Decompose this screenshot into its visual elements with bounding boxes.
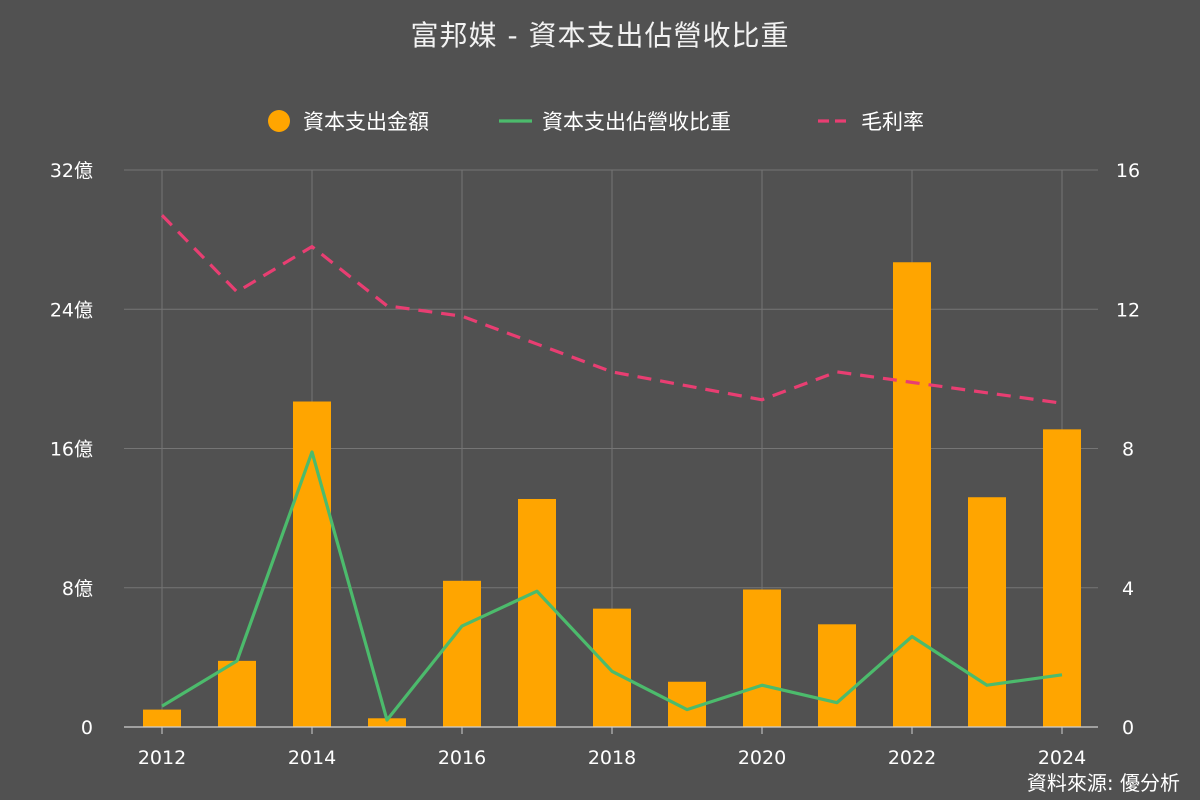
x-tick-label: 2012 bbox=[138, 747, 186, 769]
y-left-tick-label: 32億 bbox=[50, 160, 93, 182]
x-tick-label: 2018 bbox=[588, 747, 636, 769]
x-tick-label: 2016 bbox=[438, 747, 486, 769]
y-right-tick-label: 8 bbox=[1122, 439, 1134, 461]
capex-bar bbox=[818, 624, 856, 727]
capex-bar bbox=[593, 608, 631, 727]
legend: 資本支出金額 資本支出佔營收比重 毛利率 bbox=[268, 110, 924, 134]
capex-bar bbox=[518, 498, 556, 727]
gross-margin-line bbox=[160, 214, 1063, 405]
capex-bar bbox=[143, 709, 181, 727]
y-right-tick-label: 16 bbox=[1116, 160, 1140, 182]
capex-bar bbox=[443, 580, 481, 727]
y-right-tick-label: 4 bbox=[1122, 578, 1134, 600]
y-left-tick-label: 24億 bbox=[50, 299, 93, 321]
legend-label: 毛利率 bbox=[861, 110, 924, 134]
legend-label: 資本支出佔營收比重 bbox=[542, 110, 731, 134]
y-right-tick-label: 12 bbox=[1116, 299, 1140, 321]
capex-bar bbox=[968, 497, 1006, 727]
y-left-tick-label: 0 bbox=[81, 717, 93, 739]
x-tick-label: 2020 bbox=[738, 747, 786, 769]
legend-label: 資本支出金額 bbox=[303, 110, 429, 134]
chart-title: 富邦媒 - 資本支出佔營收比重 bbox=[410, 19, 790, 52]
axes: 0 8億 16億 24億 32億 0 4 8 12 16 2012 2014 2016 2018 2020 2… bbox=[50, 160, 1140, 769]
x-tick-label: 2022 bbox=[888, 747, 936, 769]
line-series bbox=[160, 214, 1063, 722]
capex-ratio-line bbox=[161, 450, 1063, 722]
capex-bar bbox=[368, 718, 406, 727]
y-left-tick-label: 16億 bbox=[50, 439, 93, 461]
legend-marker-capex bbox=[268, 110, 290, 132]
x-tick-label: 2014 bbox=[288, 747, 336, 769]
capex-bar bbox=[743, 589, 781, 727]
y-left-tick-label: 8億 bbox=[62, 578, 93, 600]
capex-bar bbox=[293, 401, 331, 727]
y-right-tick-label: 0 bbox=[1122, 717, 1134, 739]
capex-bar bbox=[218, 660, 256, 727]
x-tick-label: 2024 bbox=[1038, 747, 1086, 769]
capex-bar bbox=[1043, 429, 1081, 727]
source-note: 資料來源: 優分析 bbox=[1026, 771, 1180, 795]
capex-bar bbox=[893, 262, 931, 727]
